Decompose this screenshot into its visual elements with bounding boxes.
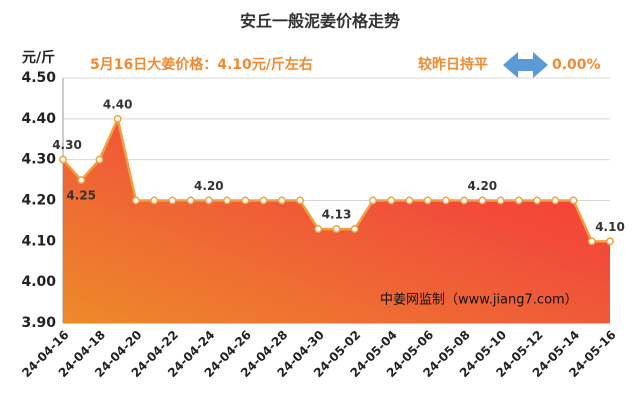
headline: 5月16日大姜价格：4.10元/斤左右 (90, 56, 313, 73)
y-tick-label: 4.50 (21, 70, 56, 86)
point-marker (95, 155, 104, 164)
point-marker (587, 237, 596, 246)
point-marker (223, 196, 232, 205)
flat-arrow-icon (503, 52, 548, 78)
data-label: 4.10 (595, 220, 625, 234)
y-tick-label: 3.90 (21, 315, 56, 331)
change-label: 较昨日持平 (418, 56, 488, 73)
data-label: 4.30 (52, 138, 82, 152)
point-marker (332, 225, 341, 234)
y-tick-label: 4.20 (21, 193, 56, 209)
point-marker (277, 196, 286, 205)
point-marker (259, 196, 268, 205)
data-label: 4.13 (322, 208, 352, 222)
y-tick-label: 4.00 (21, 274, 56, 290)
point-marker (113, 114, 122, 123)
plot-area: 3.904.004.104.204.304.404.5024-04-1624-0… (19, 70, 625, 380)
point-marker (514, 196, 523, 205)
chart-title: 安丘一般泥姜价格走势 (240, 12, 400, 31)
point-marker (478, 196, 487, 205)
point-marker (569, 196, 578, 205)
point-marker (296, 196, 304, 205)
y-tick-label: 4.40 (21, 111, 56, 127)
data-label: 4.20 (194, 179, 224, 193)
point-marker (204, 196, 213, 205)
y-tick-label: 4.30 (21, 152, 56, 168)
watermark: 中姜网监制（www.jiang7.com） (380, 293, 578, 308)
point-marker (551, 196, 560, 205)
point-marker (59, 155, 67, 164)
point-marker (314, 225, 323, 234)
point-marker (606, 237, 614, 246)
y-tick-label: 4.10 (21, 233, 56, 249)
point-marker (150, 196, 159, 205)
data-label: 4.25 (66, 189, 96, 203)
point-marker (350, 225, 359, 234)
point-marker (423, 196, 432, 205)
point-marker (369, 196, 377, 205)
point-marker (405, 196, 414, 205)
point-marker (241, 196, 250, 205)
y-unit: 元/斤 (22, 49, 55, 66)
data-label: 4.40 (103, 97, 133, 111)
change-value: 0.00% (552, 57, 601, 73)
point-marker (168, 196, 177, 205)
point-marker (131, 196, 140, 205)
point-marker (441, 196, 450, 205)
point-marker (387, 196, 396, 205)
point-marker (77, 176, 86, 185)
point-marker (496, 196, 505, 205)
point-marker (460, 196, 469, 205)
point-marker (186, 196, 195, 205)
area-fill (63, 118, 610, 323)
point-marker (533, 196, 542, 205)
data-label: 4.20 (468, 179, 498, 193)
